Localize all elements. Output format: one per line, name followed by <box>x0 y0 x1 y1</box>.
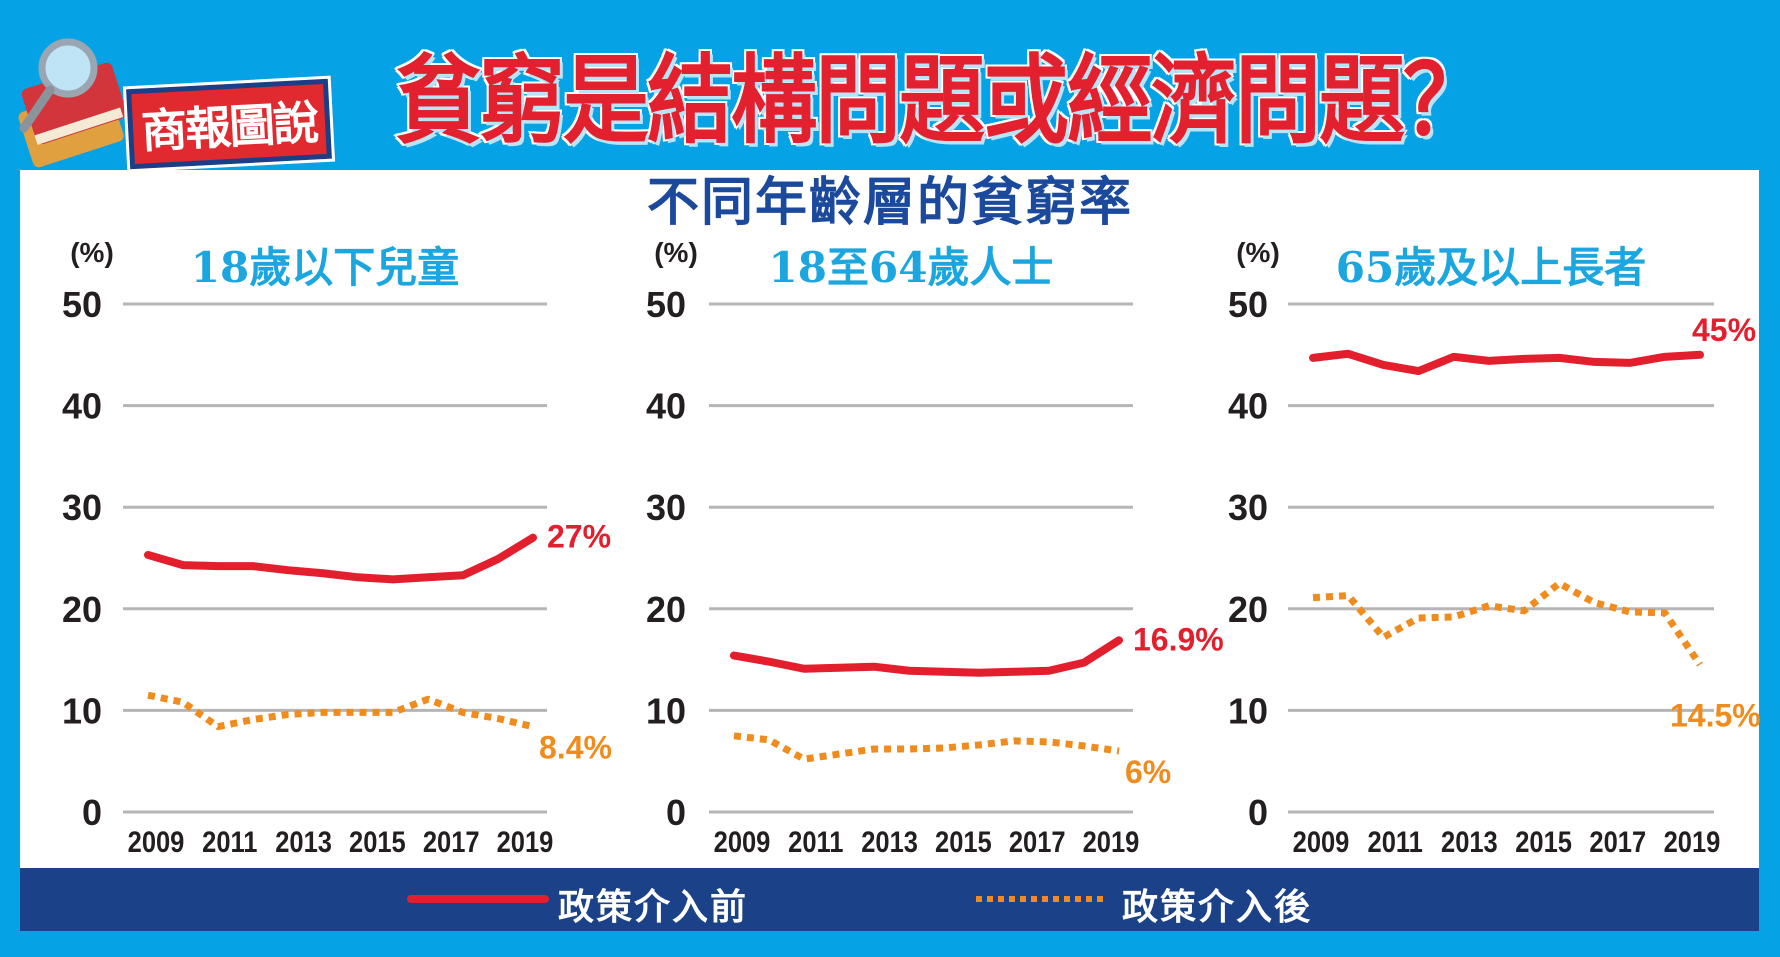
page-subtitle: 不同年齡層的貧窮率 <box>646 173 1133 233</box>
y-tick-label: 20 <box>646 589 686 630</box>
end-value-label: 14.5% <box>1670 698 1761 734</box>
y-tick-label: 10 <box>1228 690 1268 731</box>
x-tick-label: 2013 <box>1441 825 1498 858</box>
series-line-before <box>730 636 1123 677</box>
y-axis-unit: (%) <box>654 237 698 268</box>
legend-after-label: 政策介入後 <box>1122 887 1313 928</box>
end-value-label: 8.4% <box>539 730 612 766</box>
y-tick-label: 50 <box>1228 284 1268 325</box>
legend-swatches <box>407 895 1104 903</box>
y-axis-unit: (%) <box>70 237 114 268</box>
x-tick-label: 2013 <box>861 825 918 858</box>
y-tick-label: 40 <box>62 386 102 427</box>
series-line-before <box>144 533 537 584</box>
y-tick-label: 10 <box>62 690 102 731</box>
y-tick-label: 30 <box>646 487 686 528</box>
y-tick-label: 30 <box>62 487 102 528</box>
x-tick-label: 2015 <box>349 825 406 858</box>
x-tick-label: 2019 <box>1083 825 1140 858</box>
y-tick-label: 10 <box>646 690 686 731</box>
y-tick-label: 50 <box>62 284 102 325</box>
end-value-label: 16.9% <box>1133 621 1224 657</box>
legend-bar <box>20 868 1759 931</box>
chart-title: 65歲及以上長者 <box>1336 243 1646 292</box>
end-value-label: 27% <box>547 519 611 555</box>
y-tick-label: 40 <box>646 386 686 427</box>
x-tick-label: 2011 <box>202 825 257 858</box>
series-line-after <box>733 732 1120 763</box>
end-value-label: 6% <box>1125 754 1171 790</box>
x-tick-label: 2009 <box>1293 825 1350 858</box>
x-tick-label: 2013 <box>275 825 332 858</box>
logo: 商報圖說 <box>10 28 370 173</box>
y-axis-unit: (%) <box>1236 237 1280 268</box>
y-tick-label: 0 <box>666 792 686 833</box>
x-tick-label: 2017 <box>1009 825 1066 858</box>
y-tick-label: 0 <box>82 792 102 833</box>
series-line-after <box>1312 579 1703 667</box>
x-tick-label: 2015 <box>935 825 992 858</box>
chart-title: 18至64歲人士 <box>769 243 1054 292</box>
book-magnifier-icon <box>18 38 127 168</box>
x-tick-label: 2009 <box>714 825 771 858</box>
y-tick-label: 40 <box>1228 386 1268 427</box>
x-tick-label: 2019 <box>497 825 554 858</box>
y-tick-label: 20 <box>62 589 102 630</box>
x-tick-label: 2017 <box>423 825 480 858</box>
y-tick-label: 0 <box>1248 792 1268 833</box>
end-value-label: 45% <box>1692 312 1756 348</box>
x-tick-label: 2011 <box>1368 825 1423 858</box>
x-tick-label: 2017 <box>1589 825 1646 858</box>
series-line-after <box>147 691 534 731</box>
y-tick-label: 50 <box>646 284 686 325</box>
x-tick-label: 2011 <box>788 825 843 858</box>
y-tick-label: 30 <box>1228 487 1268 528</box>
y-tick-label: 20 <box>1228 589 1268 630</box>
series-line-before <box>1309 349 1704 376</box>
legend-before-label: 政策介入前 <box>558 887 749 928</box>
chart-title: 18歲以下兒童 <box>191 243 459 292</box>
x-tick-label: 2019 <box>1664 825 1721 858</box>
x-tick-label: 2015 <box>1515 825 1572 858</box>
page-title: 貧窮是結構問題或經濟問題？ <box>394 44 1491 159</box>
x-tick-label: 2009 <box>128 825 185 858</box>
